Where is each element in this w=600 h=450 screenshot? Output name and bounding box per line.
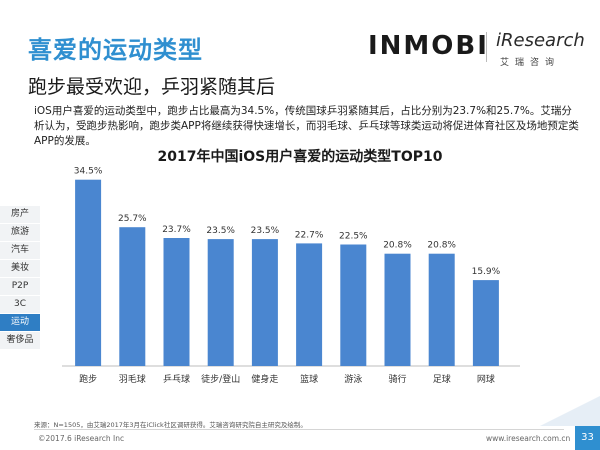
footer-url: www.iresearch.com.cn <box>486 434 571 443</box>
page-number: 33 <box>575 426 600 450</box>
sidebar-item-3c[interactable]: 3C <box>0 296 40 314</box>
bar-value-label: 20.8% <box>427 241 456 251</box>
category-label: 足球 <box>433 373 451 385</box>
category-label: 骑行 <box>388 373 406 385</box>
sidebar-item-auto[interactable]: 汽车 <box>0 242 40 260</box>
footer-divider <box>34 429 564 430</box>
bar-6 <box>340 244 367 366</box>
bar-1 <box>119 227 146 366</box>
bar-8 <box>428 253 455 366</box>
category-label: 跑步 <box>79 373 97 385</box>
bar-value-label: 22.5% <box>339 232 368 242</box>
page-title: 喜爱的运动类型 <box>28 36 203 64</box>
sidebar-item-realestate[interactable]: 房产 <box>0 206 40 224</box>
bar-value-label: 22.7% <box>295 230 324 240</box>
footer-source: 来源：N=1505，由艾瑞2017年3月在iClick社区调研获得。艾瑞咨询研究… <box>34 421 307 429</box>
bar-value-label: 34.5% <box>74 167 103 177</box>
sidebar-item-beauty[interactable]: 美妆 <box>0 260 40 278</box>
bar-7 <box>384 253 411 366</box>
category-label: 徒步/登山 <box>201 373 240 385</box>
bar-5 <box>296 243 323 366</box>
sidebar-item-luxury[interactable]: 奢侈品 <box>0 332 40 350</box>
category-sidebar: 房产 旅游 汽车 美妆 P2P 3C 运动 奢侈品 <box>0 206 40 350</box>
category-label: 健身走 <box>251 373 278 385</box>
bar-series: 34.5% 跑步 25.7% 羽毛球 23.7% 乒乓球 23.5% 徒步/登山 23.5% 健身… <box>74 167 501 385</box>
bar-value-label: 25.7% <box>118 214 147 224</box>
bar-value-label: 15.9% <box>472 267 501 277</box>
sidebar-item-travel[interactable]: 旅游 <box>0 224 40 242</box>
iresearch-logo-cn: 艾瑞咨询 <box>500 58 561 68</box>
bar-9 <box>472 280 499 366</box>
category-label: 篮球 <box>300 373 318 385</box>
brand-divider <box>486 32 487 62</box>
corner-decoration <box>540 396 600 426</box>
bar-3 <box>207 239 234 366</box>
category-label: 羽毛球 <box>119 373 146 385</box>
bar-2 <box>163 238 190 366</box>
bar-value-label: 23.5% <box>251 226 280 236</box>
category-label: 网球 <box>477 373 495 385</box>
footer-copyright: ©2017.6 iResearch Inc <box>38 434 125 443</box>
chart-title: 2017年中国iOS用户喜爱的运动类型TOP10 <box>157 149 443 165</box>
bar-value-label: 23.5% <box>206 226 235 236</box>
sidebar-item-sports[interactable]: 运动 <box>0 314 40 332</box>
bar-0 <box>75 179 102 366</box>
page-subtitle: 跑步最受欢迎，乒羽紧随其后 <box>28 76 276 98</box>
sidebar-item-p2p[interactable]: P2P <box>0 278 40 296</box>
bar-value-label: 20.8% <box>383 241 412 251</box>
bar-4 <box>251 239 278 366</box>
inmobi-logo: INMOBI <box>368 31 489 61</box>
iresearch-logo: iResearch <box>496 30 585 51</box>
page-description: iOS用户喜爱的运动类型中，跑步占比最高为34.5%，传统国球乒羽紧随其后，占比… <box>34 105 579 147</box>
category-label: 游泳 <box>344 373 362 385</box>
category-label: 乒乓球 <box>163 373 190 385</box>
bar-value-label: 23.7% <box>162 225 191 235</box>
